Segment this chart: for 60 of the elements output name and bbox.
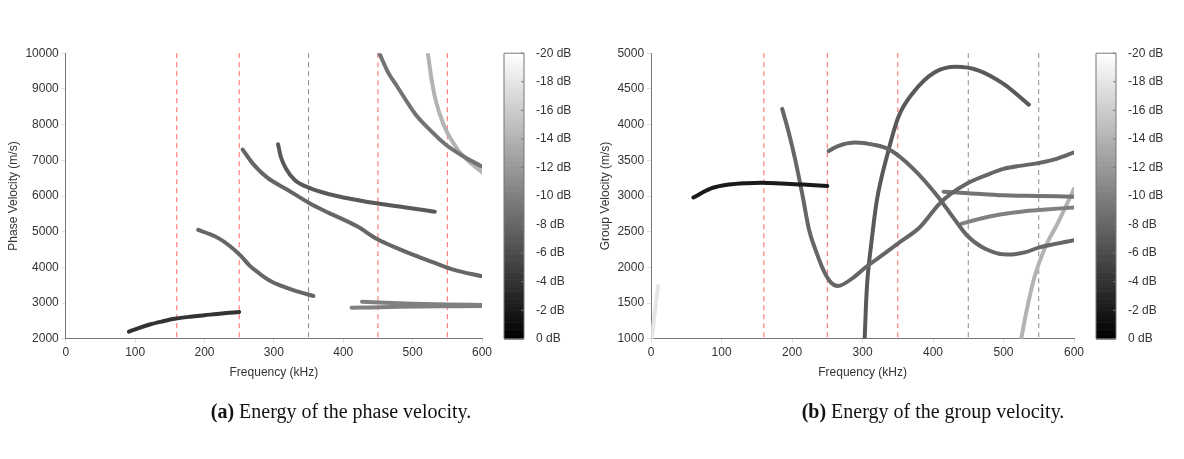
y-tick-label: 3000 (32, 295, 60, 310)
y-tick-label: 2500 (617, 224, 645, 239)
color-bar-label: -8 dB (1128, 216, 1157, 231)
color-bar-label: -4 dB (536, 273, 565, 288)
y-tick-label: 4500 (617, 81, 645, 96)
x-tick-label: 300 (852, 345, 873, 360)
color-bar-label: -18 dB (1128, 74, 1164, 89)
y-tick-label: 1000 (617, 331, 645, 346)
color-bar-label: -10 dB (1128, 188, 1164, 203)
color-bar-label: -14 dB (1128, 131, 1164, 146)
x-tick-label: 0 (62, 345, 70, 360)
color-bar-label: -8 dB (536, 216, 565, 231)
color-bar-label: -20 dB (536, 45, 572, 60)
y-tick-label: 4000 (32, 259, 60, 274)
y-axis-title: Group Velocity (m/s) (597, 141, 612, 251)
y-tick-label: 2000 (617, 259, 645, 274)
y-tick-label: 4000 (617, 116, 645, 131)
x-tick-label: 100 (711, 345, 732, 360)
x-tick-label: 400 (333, 345, 354, 360)
y-tick-label: 10000 (25, 45, 60, 60)
color-bar-label: 0 dB (536, 331, 561, 346)
y-tick-label: 3000 (617, 188, 645, 203)
y-tick-label: 8000 (32, 116, 60, 131)
color-bar-label: -12 dB (536, 159, 572, 174)
color-bar-label: 0 dB (1128, 331, 1153, 346)
color-bar-label: -2 dB (1128, 302, 1157, 317)
x-tick-label: 100 (125, 345, 146, 360)
x-tick-label: 300 (263, 345, 285, 360)
color-bar-label: -6 dB (536, 245, 565, 260)
y-tick-label: 7000 (32, 152, 60, 167)
y-tick-label: 5000 (617, 45, 645, 60)
color-bar-label: -14 dB (536, 131, 572, 146)
y-tick-label: 5000 (32, 224, 60, 239)
y-tick-label: 1500 (617, 295, 645, 310)
y-tick-label: 3500 (617, 152, 645, 167)
y-tick-label: 6000 (32, 188, 60, 203)
x-tick-label: 400 (923, 345, 944, 360)
x-axis-title: Frequency (kHz) (229, 364, 319, 379)
color-bar-label: -12 dB (1128, 159, 1164, 174)
text: (a) Energy of the phase velocity. (210, 400, 472, 422)
y-tick-label: 9000 (32, 81, 60, 96)
color-bar-label: -16 dB (536, 102, 572, 117)
color-bar-label: -10 dB (536, 188, 572, 203)
x-tick-label: 500 (402, 345, 423, 360)
color-bar-label: -18 dB (536, 74, 572, 89)
x-tick-label: 0 (647, 345, 655, 360)
color-bar-label: -6 dB (1128, 245, 1157, 260)
text: (b) Energy of the group velocity. (801, 400, 1065, 422)
y-tick-label: 2000 (32, 331, 60, 346)
x-tick-label: 600 (1063, 345, 1085, 360)
x-tick-label: 600 (471, 345, 493, 360)
y-axis-title: Phase Velocity (m/s) (5, 141, 20, 251)
x-tick-label: 200 (194, 345, 215, 360)
color-bar-label: -4 dB (1128, 273, 1157, 288)
color-bar-label: -20 dB (1128, 45, 1164, 60)
color-bar-label: -2 dB (536, 302, 565, 317)
x-tick-label: 500 (993, 345, 1014, 360)
x-tick-label: 200 (782, 345, 803, 360)
x-axis-title: Frequency (kHz) (818, 364, 907, 379)
color-bar-label: -16 dB (1128, 102, 1164, 117)
